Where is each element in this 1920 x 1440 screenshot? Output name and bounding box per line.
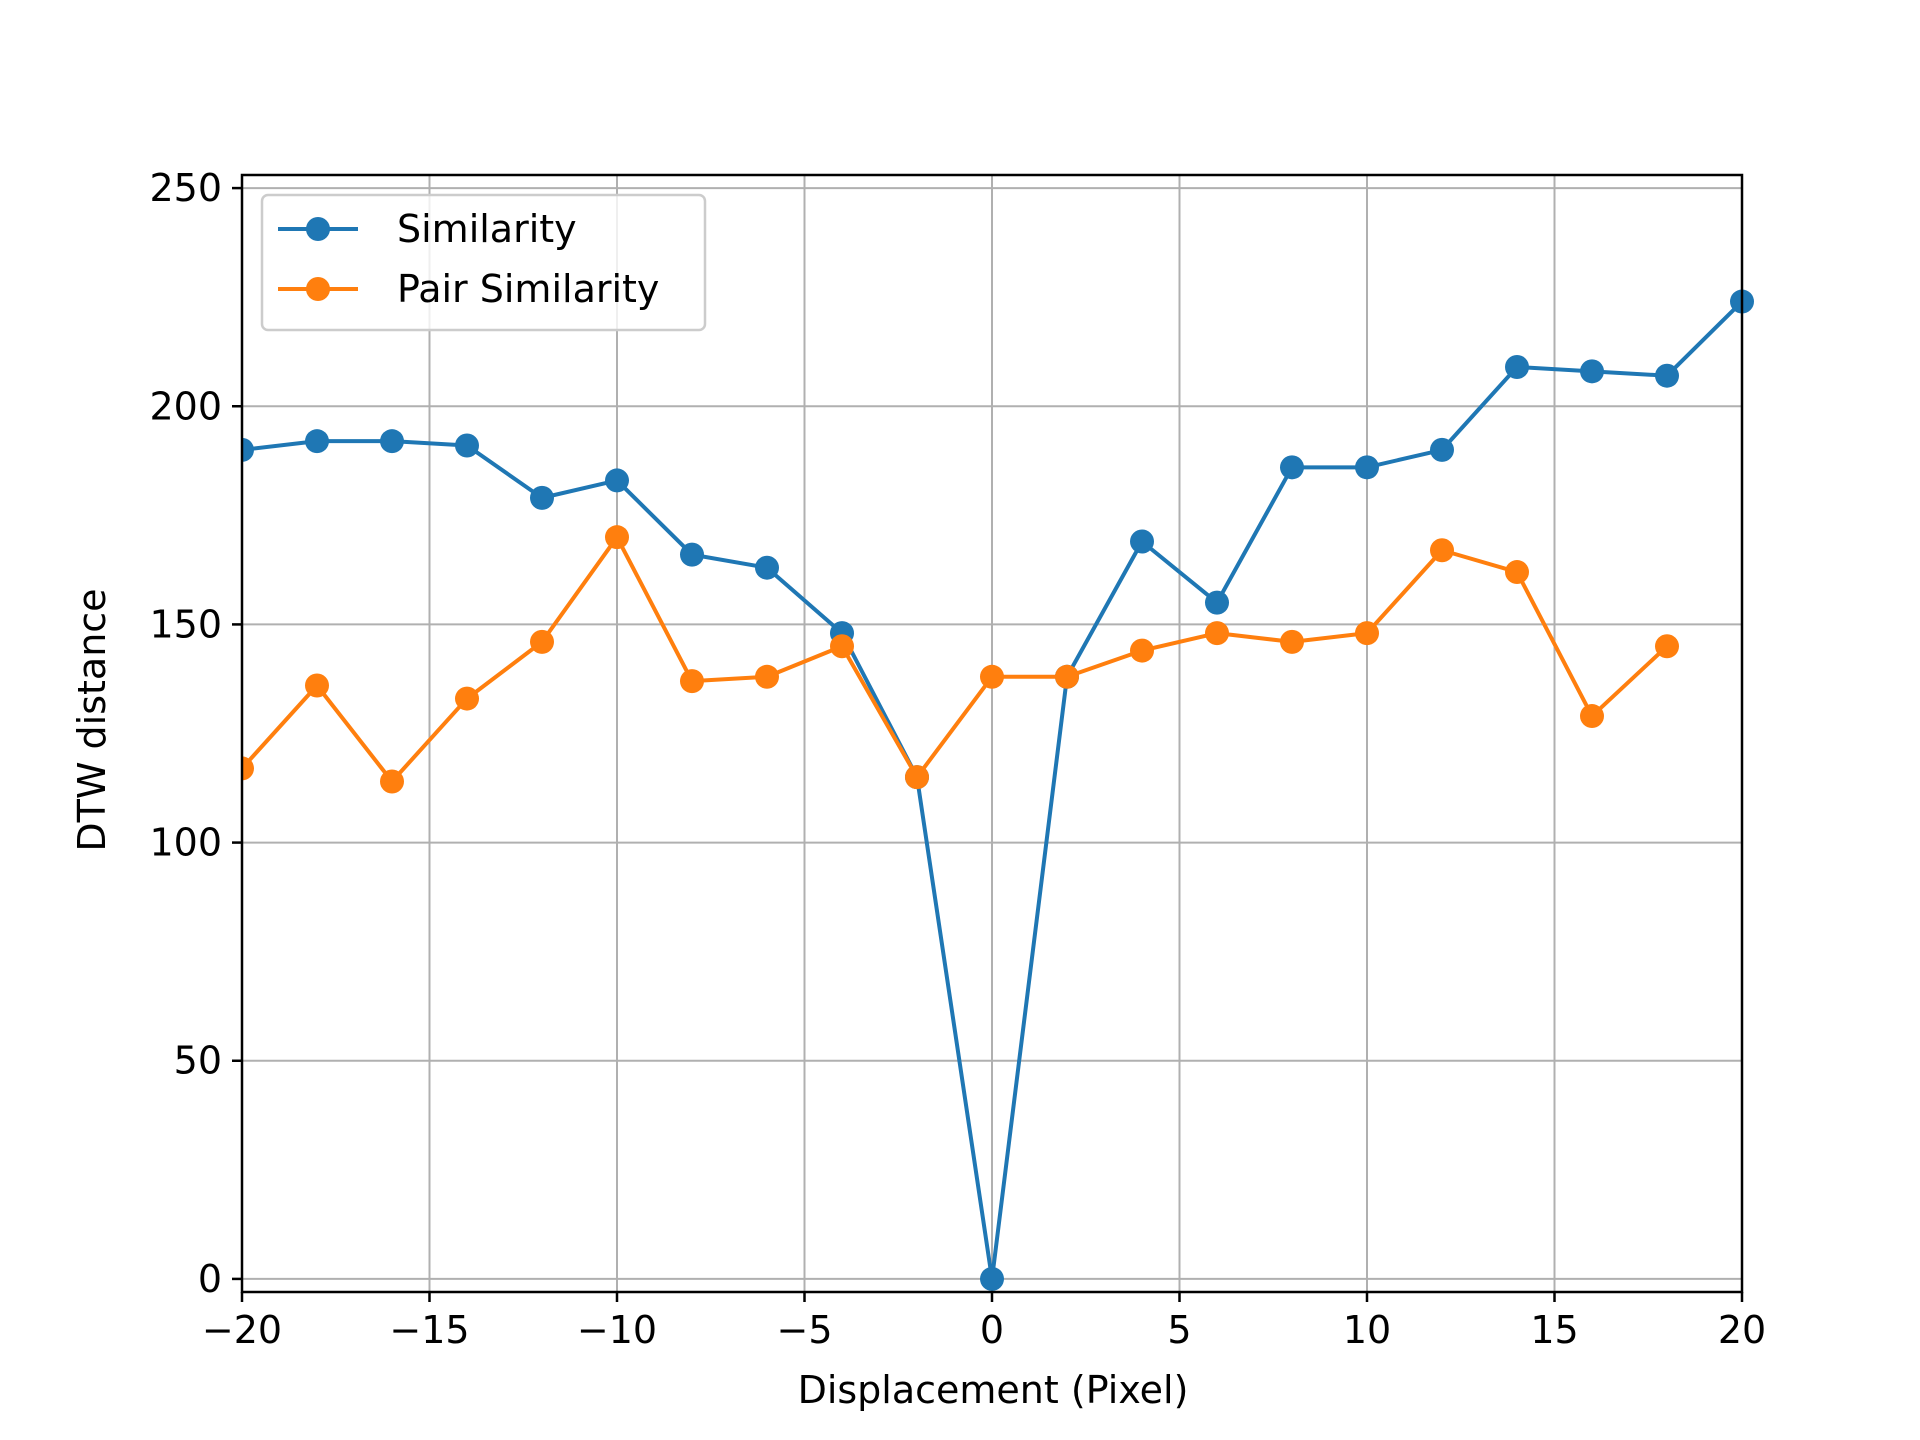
data-point	[1655, 634, 1679, 659]
y-axis-label: DTW distance	[70, 588, 114, 851]
data-point	[1505, 354, 1529, 379]
legend-marker	[306, 277, 330, 301]
data-point	[755, 664, 779, 689]
legend-label: Similarity	[397, 207, 577, 251]
data-point	[1580, 704, 1604, 729]
x-tick-label: 10	[1343, 1308, 1391, 1352]
data-point	[1280, 455, 1304, 480]
data-point	[305, 429, 329, 454]
y-tick-label: 200	[149, 384, 222, 428]
x-tick-label: 0	[980, 1308, 1004, 1352]
data-point	[530, 485, 554, 510]
data-point	[1430, 538, 1454, 563]
x-tick-label: −10	[577, 1308, 657, 1352]
data-point	[380, 769, 404, 794]
series-1	[242, 525, 1679, 794]
series-line	[242, 535, 1669, 784]
data-point	[1580, 359, 1604, 384]
data-point	[605, 468, 629, 493]
x-tick-label: 15	[1530, 1308, 1578, 1352]
x-tick-label: −5	[776, 1308, 832, 1352]
data-point	[1430, 437, 1454, 462]
data-point	[755, 555, 779, 580]
y-tick-label: 150	[149, 602, 222, 646]
y-tick-label: 250	[149, 166, 222, 210]
data-point	[1505, 560, 1529, 585]
legend-label: Pair Similarity	[397, 267, 659, 311]
data-point	[1130, 638, 1154, 663]
legend-box	[260, 193, 707, 332]
x-tick-label: 5	[1167, 1308, 1191, 1352]
data-point	[530, 629, 554, 654]
data-point	[980, 664, 1004, 689]
data-point	[1130, 529, 1154, 554]
data-point	[305, 673, 329, 698]
data-point	[605, 525, 629, 550]
data-point	[905, 765, 929, 790]
data-point	[1655, 363, 1679, 388]
data-point	[830, 634, 854, 659]
data-point	[242, 437, 254, 462]
x-axis-label: Displacement (Pixel)	[798, 1368, 1189, 1412]
data-point	[1355, 621, 1379, 646]
y-tick-label: 50	[174, 1039, 222, 1083]
x-tick-label: −15	[389, 1308, 469, 1352]
y-tick-label: 100	[149, 821, 222, 865]
legend: Similarity Pair Similarity	[260, 193, 707, 332]
data-point	[1280, 629, 1304, 654]
data-point	[680, 669, 704, 694]
legend-marker	[306, 217, 330, 241]
data-point	[980, 1266, 1004, 1291]
y-tick-label: 0	[198, 1257, 222, 1301]
x-tick-label: −20	[202, 1308, 282, 1352]
data-point	[455, 686, 479, 711]
data-point	[1055, 664, 1079, 689]
data-point	[680, 542, 704, 567]
data-point	[1355, 455, 1379, 480]
data-point	[242, 756, 254, 781]
data-point	[1205, 621, 1229, 646]
x-tick-label: 20	[1718, 1308, 1766, 1352]
data-point	[380, 429, 404, 454]
data-point	[455, 433, 479, 458]
data-point	[1205, 590, 1229, 615]
